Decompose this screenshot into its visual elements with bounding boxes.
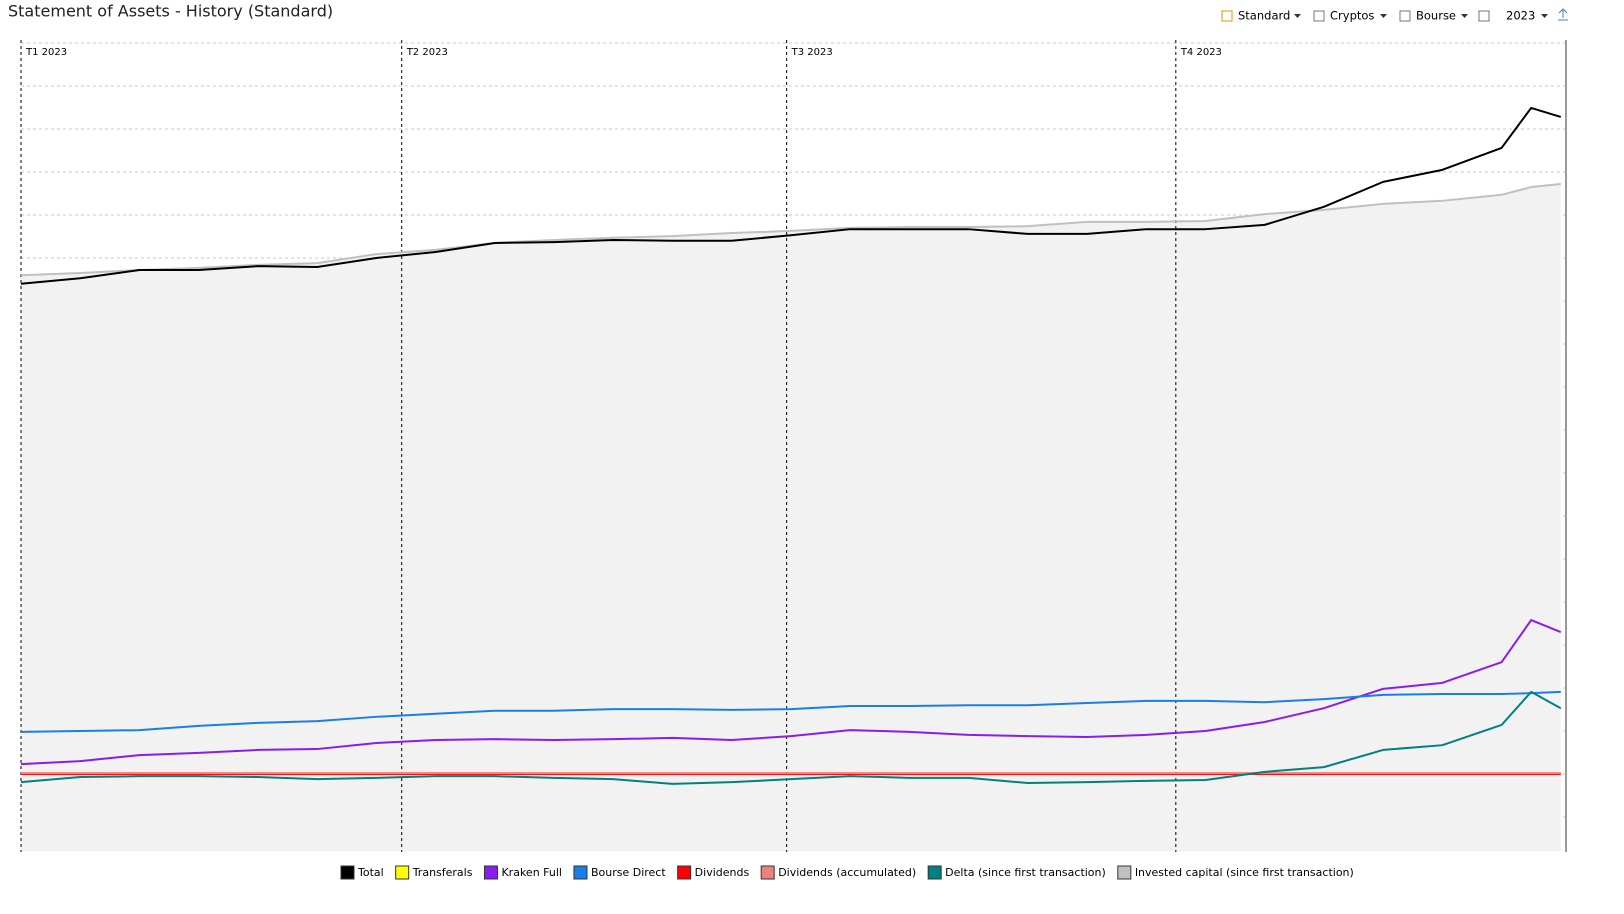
dropdown[interactable] (1294, 14, 1301, 18)
control[interactable]: Bourse (1416, 9, 1456, 23)
legend-swatch (677, 865, 692, 880)
legend-label: Dividends (695, 866, 750, 879)
legend-swatch (395, 865, 410, 880)
export-icon[interactable] (1558, 8, 1568, 21)
legend-swatch (573, 865, 588, 880)
legend-label: Bourse Direct (591, 866, 666, 879)
series-line (20, 690, 1561, 733)
legend-swatch (760, 865, 775, 880)
icon (1478, 10, 1490, 22)
legend-label: Invested capital (since first transactio… (1135, 866, 1354, 879)
series-line (20, 106, 1562, 285)
legend-swatch (927, 865, 942, 880)
x-tick-label: T2 2023 (406, 47, 448, 58)
x-tick-label: T1 2023 (25, 47, 67, 58)
legend-swatch (483, 865, 498, 880)
x-tick-label: T3 2023 (791, 47, 833, 58)
legend-label: Total (357, 866, 384, 879)
dropdown[interactable] (1380, 14, 1387, 18)
control[interactable]: Standard (1238, 9, 1290, 23)
dropdown[interactable] (1541, 14, 1548, 18)
legend-swatch (1117, 865, 1132, 880)
toolbar: Standard Cryptos Bourse 2023 (1221, 8, 1568, 23)
control[interactable]: 2023 (1506, 9, 1535, 23)
series-line (20, 183, 1561, 277)
icon (1221, 10, 1233, 22)
legend-label: Kraken Full (501, 866, 562, 879)
legend-swatch (340, 865, 355, 880)
control[interactable]: Cryptos (1330, 9, 1374, 23)
icon (1399, 10, 1411, 22)
icon (1313, 10, 1325, 22)
x-tick-label: T4 2023 (1180, 47, 1222, 58)
legend-label: Transferals (412, 866, 473, 879)
area (21, 184, 1561, 852)
dropdown[interactable] (1461, 14, 1468, 18)
chart-title: Statement of Assets - History (Standard) (8, 2, 333, 21)
series-line (20, 619, 1562, 766)
series-line (20, 690, 1562, 785)
legend-label: Dividends (accumulated) (778, 866, 916, 879)
legend-label: Delta (since first transaction) (945, 866, 1106, 879)
